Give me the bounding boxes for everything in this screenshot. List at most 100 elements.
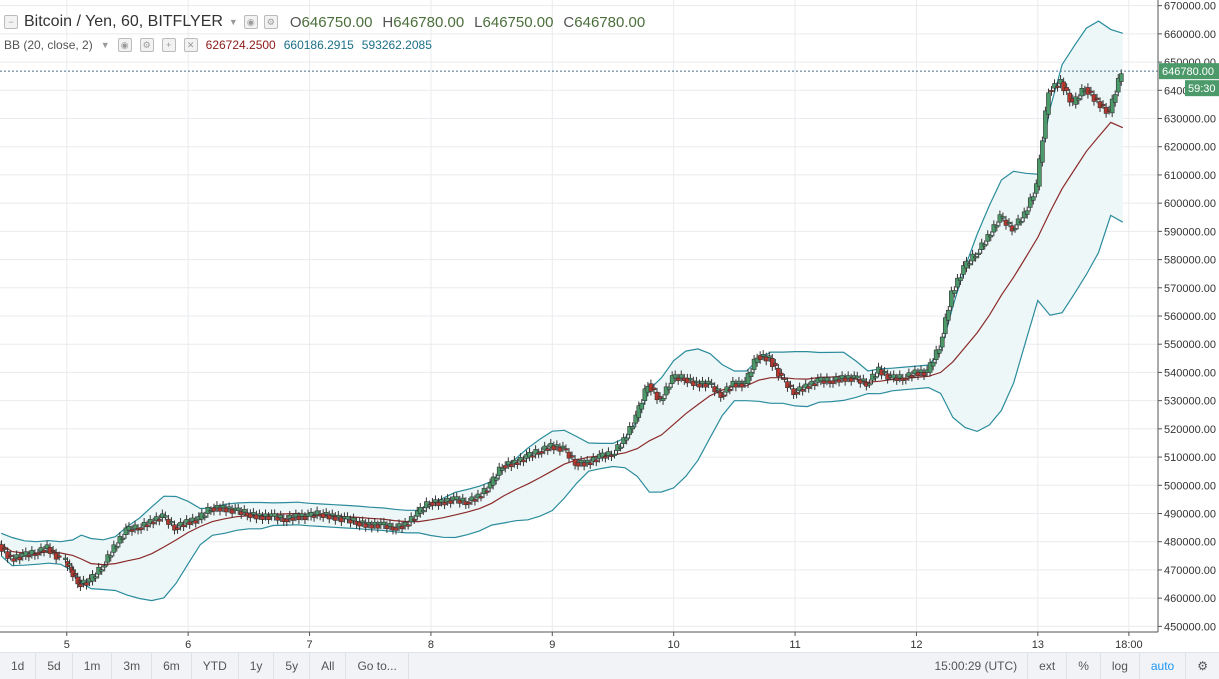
candle-body[interactable] — [290, 517, 296, 521]
candle-body[interactable] — [363, 523, 368, 528]
candle-body[interactable] — [1034, 183, 1039, 194]
candle-body[interactable] — [748, 371, 754, 377]
candle-body[interactable] — [736, 380, 742, 385]
candle-body[interactable] — [551, 445, 557, 451]
range-button-ytd[interactable]: YTD — [192, 653, 239, 679]
candle-body[interactable] — [169, 521, 174, 524]
candle-body[interactable] — [715, 388, 720, 391]
candle-body[interactable] — [329, 513, 335, 516]
goto-button[interactable]: Go to... — [346, 653, 409, 679]
candle-body[interactable] — [238, 511, 244, 515]
range-button-5d[interactable]: 5d — [36, 653, 73, 679]
auto-button[interactable]: auto — [1138, 653, 1185, 679]
candle-body[interactable] — [1030, 196, 1036, 201]
candle-body[interactable] — [1079, 88, 1085, 97]
candle-body[interactable] — [921, 372, 927, 377]
candle-body[interactable] — [393, 527, 399, 531]
candle-body[interactable] — [803, 383, 808, 389]
candle-body[interactable] — [703, 383, 708, 388]
candle-body[interactable] — [333, 516, 338, 521]
candle-body[interactable] — [326, 514, 332, 520]
log-button[interactable]: log — [1099, 653, 1139, 679]
range-button-5y[interactable]: 5y — [274, 653, 311, 679]
candle-body[interactable] — [587, 462, 593, 465]
candle-body[interactable] — [138, 527, 144, 530]
candle-body[interactable] — [1094, 97, 1100, 100]
candle-body[interactable] — [936, 349, 942, 354]
candle-body[interactable] — [800, 389, 805, 392]
candle-body[interactable] — [554, 444, 560, 447]
candle-body[interactable] — [296, 516, 302, 521]
candle-body[interactable] — [973, 256, 978, 259]
candle-body[interactable] — [839, 375, 845, 380]
candle-body[interactable] — [955, 277, 960, 288]
candle-body[interactable] — [773, 362, 778, 366]
candle-body[interactable] — [654, 391, 660, 401]
candle-body[interactable] — [1018, 221, 1024, 224]
candle-body[interactable] — [67, 563, 72, 566]
candle-body[interactable] — [572, 458, 578, 466]
candle-body[interactable] — [757, 355, 763, 360]
candle-body[interactable] — [257, 513, 262, 516]
candle-body[interactable] — [842, 377, 848, 382]
candle-body[interactable] — [512, 459, 517, 464]
candle-body[interactable] — [384, 525, 390, 530]
candle-body[interactable] — [323, 512, 329, 515]
candle-body[interactable] — [1000, 216, 1006, 219]
candle-body[interactable] — [436, 501, 441, 506]
candle-body[interactable] — [387, 523, 393, 527]
candle-body[interactable] — [1076, 98, 1082, 101]
candle-body[interactable] — [17, 556, 23, 561]
candle-body[interactable] — [357, 521, 362, 527]
candle-body[interactable] — [193, 520, 199, 524]
candle-body[interactable] — [688, 378, 693, 381]
candle-body[interactable] — [751, 358, 757, 370]
candle-body[interactable] — [445, 497, 450, 502]
range-button-all[interactable]: All — [310, 653, 347, 679]
candle-body[interactable] — [961, 265, 966, 275]
candle-body[interactable] — [854, 375, 860, 379]
candle-body[interactable] — [144, 524, 150, 528]
candle-body[interactable] — [515, 462, 520, 465]
candle-body[interactable] — [1061, 81, 1066, 92]
candle-body[interactable] — [421, 510, 426, 513]
candle-body[interactable] — [915, 372, 921, 377]
candle-body[interactable] — [475, 493, 481, 499]
range-button-6m[interactable]: 6m — [152, 653, 192, 679]
candle-body[interactable] — [217, 507, 223, 512]
candle-body[interactable] — [666, 386, 672, 390]
candle-body[interactable] — [660, 398, 666, 401]
candle-body[interactable] — [845, 375, 851, 379]
candle-body[interactable] — [141, 521, 147, 527]
candle-body[interactable] — [763, 356, 769, 362]
candle-body[interactable] — [648, 383, 654, 392]
candle-body[interactable] — [366, 521, 372, 525]
candle-body[interactable] — [1073, 96, 1079, 105]
candle-body[interactable] — [1027, 197, 1033, 208]
candle-body[interactable] — [490, 476, 496, 486]
candle-body[interactable] — [1118, 73, 1124, 82]
candle-body[interactable] — [766, 355, 772, 358]
candle-body[interactable] — [123, 527, 129, 535]
candle-body[interactable] — [111, 544, 117, 553]
candle-body[interactable] — [457, 499, 463, 504]
candle-body[interactable] — [147, 519, 153, 524]
candle-body[interactable] — [26, 554, 32, 558]
candle-body[interactable] — [967, 263, 972, 266]
candle-body[interactable] — [478, 496, 484, 499]
candle-body[interactable] — [833, 376, 839, 381]
candle-body[interactable] — [348, 519, 353, 524]
candle-body[interactable] — [533, 449, 538, 455]
candle-body[interactable] — [606, 451, 611, 456]
candle-body[interactable] — [308, 511, 314, 517]
candle-body[interactable] — [985, 234, 991, 242]
candle-body[interactable] — [241, 509, 247, 513]
candle-body[interactable] — [93, 576, 98, 579]
candle-body[interactable] — [41, 549, 47, 553]
candle-body[interactable] — [1055, 85, 1060, 88]
candle-body[interactable] — [1046, 92, 1051, 115]
candle-body[interactable] — [129, 529, 135, 532]
candle-body[interactable] — [472, 499, 478, 502]
candle-body[interactable] — [584, 459, 590, 464]
candle-body[interactable] — [927, 362, 933, 373]
